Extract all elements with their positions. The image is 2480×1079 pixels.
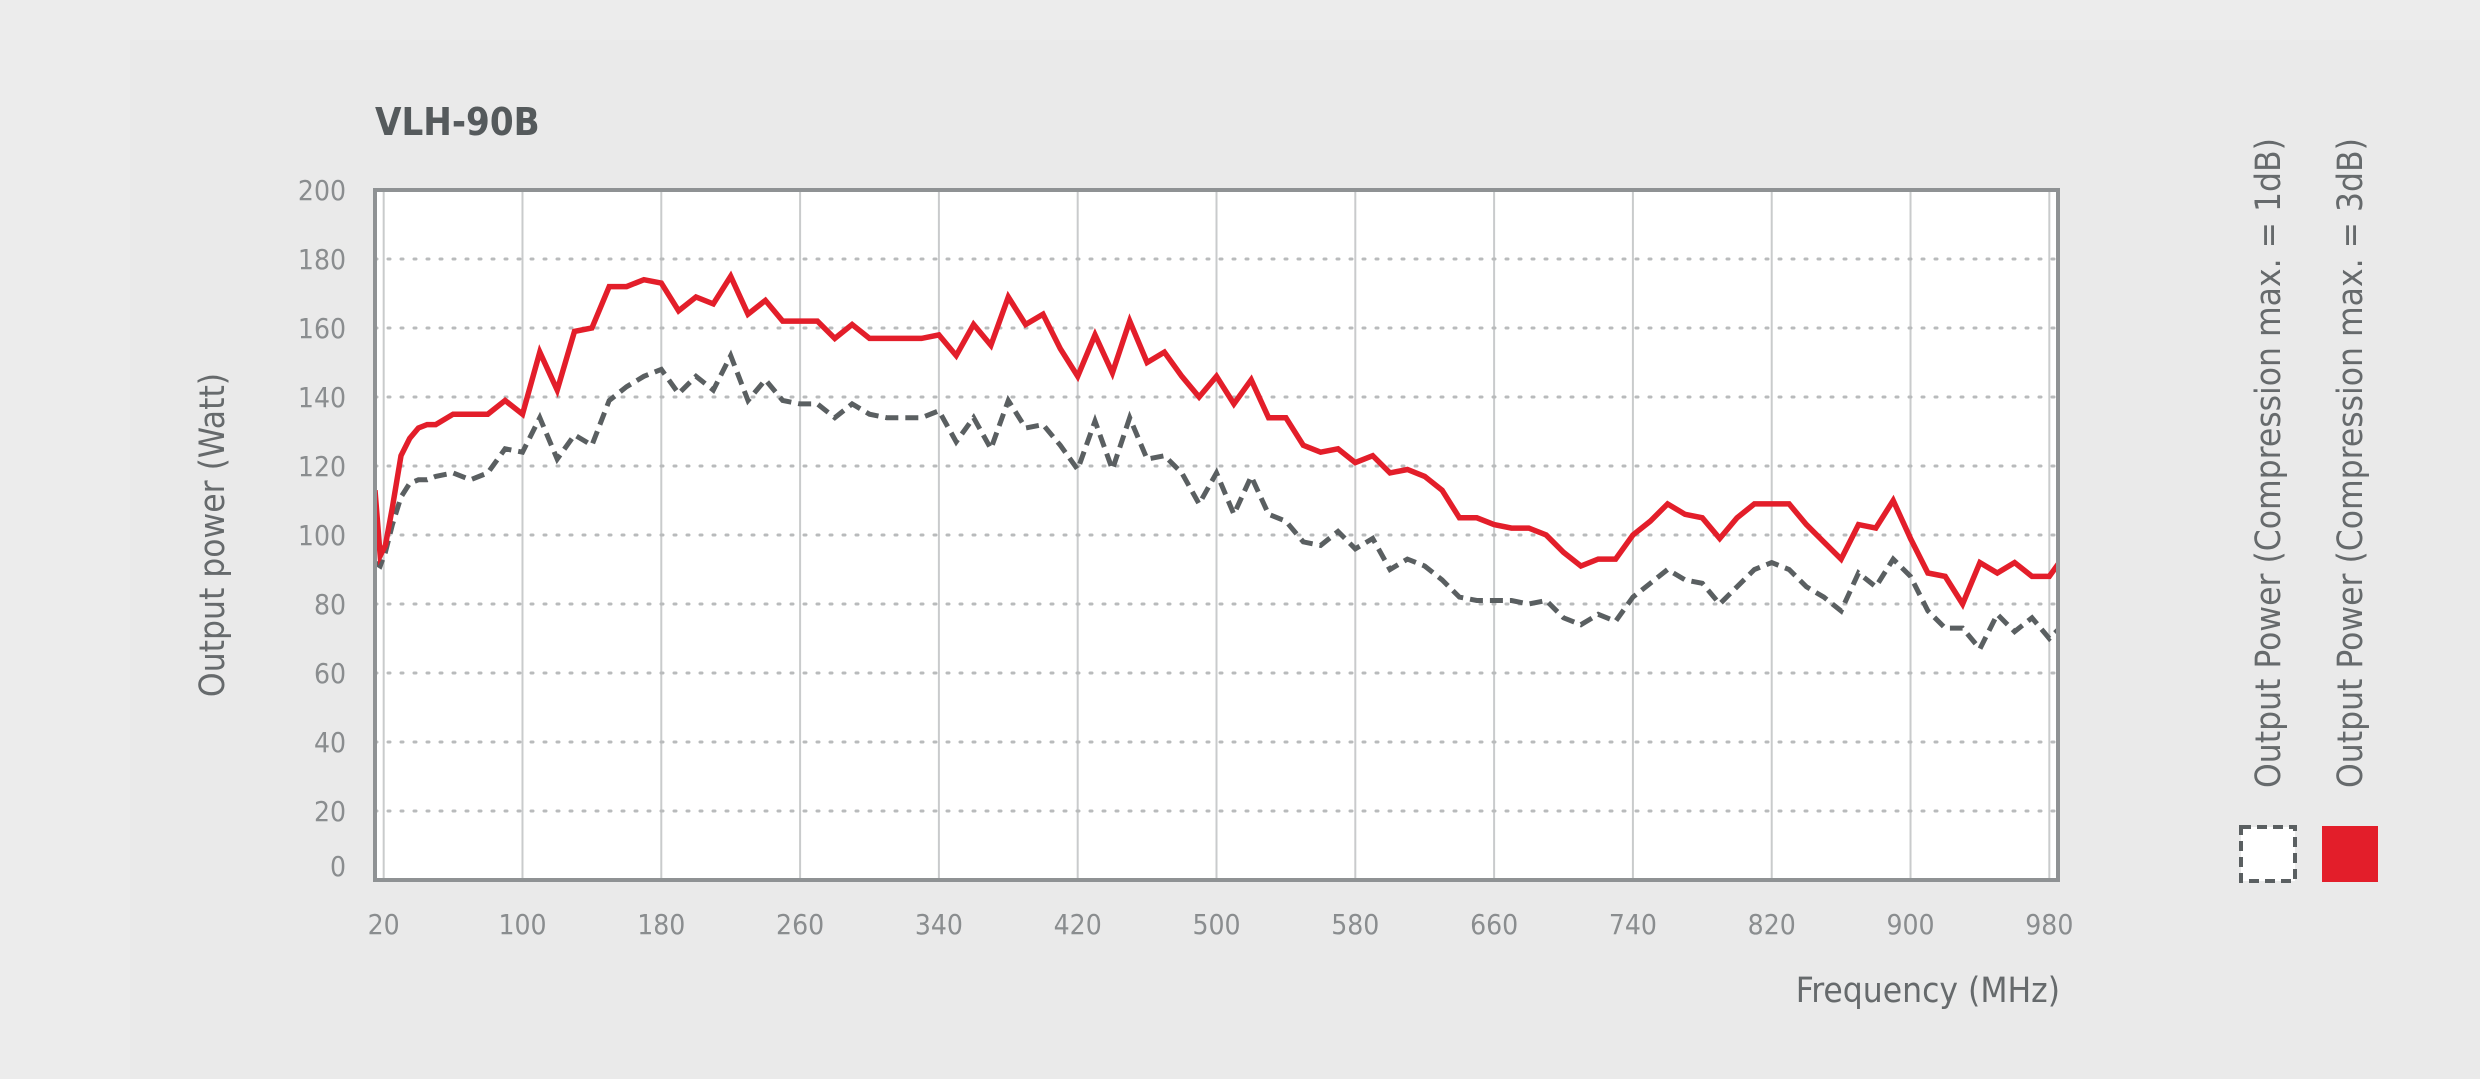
legend-swatch-2 [2322, 826, 2378, 882]
y-tick-label: 80 [314, 588, 346, 621]
x-tick-label: 660 [1470, 908, 1518, 941]
x-tick-label: 500 [1192, 908, 1240, 941]
x-axis-label: Frequency (MHz) [1796, 971, 2060, 1011]
x-tick-label: 900 [1886, 908, 1934, 941]
y-tick-label: 100 [298, 519, 346, 552]
x-tick-label: 420 [1054, 908, 1102, 941]
chart-title: VLH-90B [375, 100, 540, 144]
y-tick-label: 160 [298, 312, 346, 345]
legend-label-1: Output Power (Compression max. = 1dB) [2249, 138, 2289, 788]
series-line-1 [373, 349, 2060, 654]
x-tick-label: 180 [637, 908, 685, 941]
x-tick-label: 260 [776, 908, 824, 941]
y-tick-label: 60 [314, 657, 346, 690]
plot-frame [373, 188, 2060, 882]
legend-label-2: Output Power (Compression max. = 3dB) [2331, 138, 2371, 788]
x-tick-label: 20 [368, 908, 400, 941]
y-tick-label: 120 [298, 450, 346, 483]
series-line-2 [373, 270, 2060, 610]
x-tick-label: 340 [915, 908, 963, 941]
y-axis-label: Output power (Watt) [193, 373, 233, 697]
x-tick-label: 100 [498, 908, 546, 941]
legend-swatch-1 [2239, 825, 2297, 883]
y-tick-label: 0 [330, 850, 346, 883]
y-tick-label: 180 [298, 243, 346, 276]
x-tick-label: 740 [1609, 908, 1657, 941]
x-tick-label: 820 [1748, 908, 1796, 941]
x-tick-label: 580 [1331, 908, 1379, 941]
y-tick-label: 20 [314, 795, 346, 828]
y-tick-label: 140 [298, 381, 346, 414]
legend: Output Power (Compression max. = 1dB) Out… [2239, 138, 2378, 883]
y-tick-label: 200 [298, 174, 346, 207]
x-tick-label: 980 [2025, 908, 2073, 941]
y-tick-label: 40 [314, 726, 346, 759]
